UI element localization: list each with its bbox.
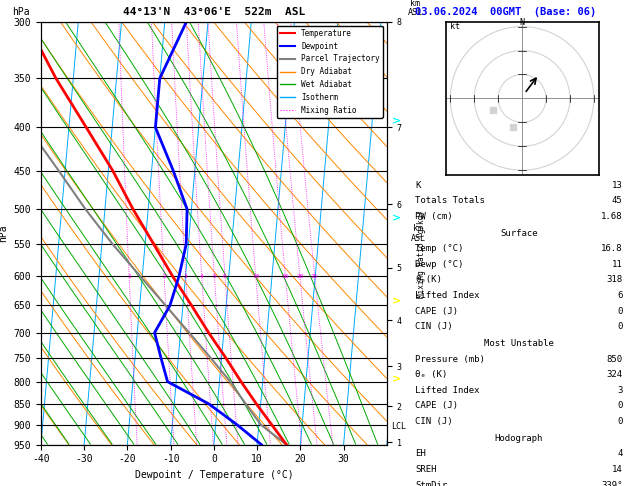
Text: 3: 3 bbox=[184, 274, 187, 278]
Text: 6: 6 bbox=[617, 291, 623, 300]
Text: StmDir: StmDir bbox=[415, 481, 447, 486]
Text: 11: 11 bbox=[612, 260, 623, 269]
Text: K: K bbox=[415, 181, 421, 190]
Text: 13: 13 bbox=[612, 181, 623, 190]
Text: Lifted Index: Lifted Index bbox=[415, 291, 480, 300]
Text: SREH: SREH bbox=[415, 465, 437, 474]
Text: Dewp (°C): Dewp (°C) bbox=[415, 260, 464, 269]
Text: hPa: hPa bbox=[13, 7, 30, 17]
Text: CIN (J): CIN (J) bbox=[415, 322, 453, 331]
Text: 0: 0 bbox=[617, 401, 623, 410]
Y-axis label: km
ASL: km ASL bbox=[411, 224, 426, 243]
Text: 850: 850 bbox=[606, 355, 623, 364]
Text: 339°: 339° bbox=[601, 481, 623, 486]
Text: 45: 45 bbox=[612, 196, 623, 205]
Legend: Temperature, Dewpoint, Parcel Trajectory, Dry Adiabat, Wet Adiabat, Isotherm, Mi: Temperature, Dewpoint, Parcel Trajectory… bbox=[277, 26, 383, 118]
Text: θₑ(K): θₑ(K) bbox=[415, 276, 442, 284]
Text: >: > bbox=[392, 374, 401, 384]
Text: 2: 2 bbox=[162, 274, 166, 278]
Text: 16: 16 bbox=[282, 274, 289, 278]
Text: kt: kt bbox=[450, 22, 460, 31]
Text: 10: 10 bbox=[252, 274, 259, 278]
Text: 16.8: 16.8 bbox=[601, 244, 623, 253]
Text: 0: 0 bbox=[617, 322, 623, 331]
Text: N: N bbox=[520, 18, 525, 27]
Text: Totals Totals: Totals Totals bbox=[415, 196, 485, 205]
Text: Temp (°C): Temp (°C) bbox=[415, 244, 464, 253]
Text: PW (cm): PW (cm) bbox=[415, 212, 453, 221]
Text: 03.06.2024  00GMT  (Base: 06): 03.06.2024 00GMT (Base: 06) bbox=[415, 7, 596, 17]
Text: 1.68: 1.68 bbox=[601, 212, 623, 221]
Text: EH: EH bbox=[415, 450, 426, 458]
Text: Lifted Index: Lifted Index bbox=[415, 386, 480, 395]
Text: 25: 25 bbox=[311, 274, 318, 278]
Text: 14: 14 bbox=[612, 465, 623, 474]
Text: 5: 5 bbox=[213, 274, 216, 278]
Text: km
ASL: km ASL bbox=[408, 0, 423, 17]
Text: 1: 1 bbox=[127, 274, 131, 278]
Text: 318: 318 bbox=[606, 276, 623, 284]
Text: >: > bbox=[392, 117, 401, 126]
Text: >: > bbox=[392, 214, 401, 224]
Text: 44°13'N  43°06'E  522m  ASL: 44°13'N 43°06'E 522m ASL bbox=[123, 7, 305, 17]
Y-axis label: hPa: hPa bbox=[0, 225, 8, 242]
Text: LCL: LCL bbox=[391, 422, 406, 432]
Text: CIN (J): CIN (J) bbox=[415, 417, 453, 426]
Text: 4: 4 bbox=[617, 450, 623, 458]
Text: >: > bbox=[392, 296, 401, 306]
Text: 4: 4 bbox=[200, 274, 204, 278]
Text: CAPE (J): CAPE (J) bbox=[415, 401, 458, 410]
Text: 0: 0 bbox=[617, 307, 623, 315]
Text: 20: 20 bbox=[296, 274, 304, 278]
X-axis label: Dewpoint / Temperature (°C): Dewpoint / Temperature (°C) bbox=[135, 470, 293, 480]
Text: 324: 324 bbox=[606, 370, 623, 379]
Text: Surface: Surface bbox=[500, 229, 538, 238]
Text: Pressure (mb): Pressure (mb) bbox=[415, 355, 485, 364]
Text: 0: 0 bbox=[617, 417, 623, 426]
Text: 3: 3 bbox=[617, 386, 623, 395]
Text: CAPE (J): CAPE (J) bbox=[415, 307, 458, 315]
Text: Mixing Ratio (g/kg): Mixing Ratio (g/kg) bbox=[417, 210, 426, 298]
Text: Most Unstable: Most Unstable bbox=[484, 339, 554, 348]
Text: 6: 6 bbox=[223, 274, 227, 278]
Text: Hodograph: Hodograph bbox=[495, 434, 543, 443]
Text: θₑ (K): θₑ (K) bbox=[415, 370, 447, 379]
